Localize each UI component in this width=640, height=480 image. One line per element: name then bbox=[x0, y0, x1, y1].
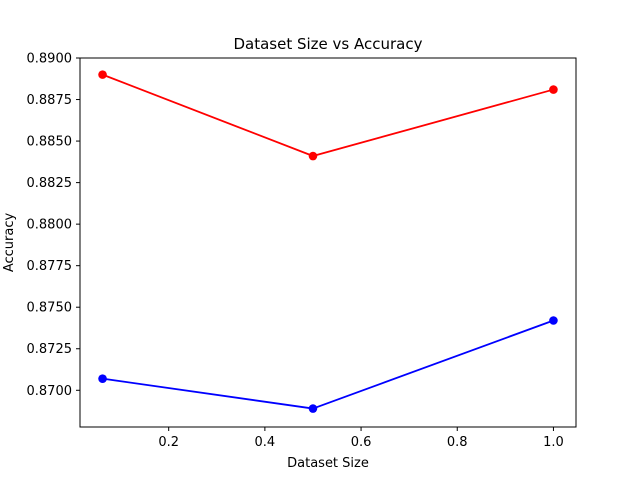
y-tick-label: 0.8900 bbox=[27, 52, 73, 67]
y-tick-label: 0.8725 bbox=[27, 342, 73, 357]
plot-frame bbox=[79, 57, 577, 428]
x-axis-label: Dataset Size bbox=[287, 456, 369, 471]
series-layer bbox=[98, 70, 558, 413]
y-tick-label: 0.8850 bbox=[27, 135, 73, 150]
y-tick-label: 0.8750 bbox=[27, 301, 73, 316]
y-axis: 0.8700 0.8725 0.8750 0.8775 0.8800 0.8825 0.88… bbox=[27, 52, 80, 399]
y-tick-label: 0.8875 bbox=[27, 93, 73, 108]
series-2-point bbox=[98, 374, 107, 383]
series-2-point bbox=[308, 404, 318, 413]
series-1-point bbox=[98, 70, 107, 79]
chart-title: Dataset Size vs Accuracy bbox=[233, 35, 422, 53]
x-tick-label: 0.4 bbox=[255, 435, 276, 450]
y-tick-label: 0.8825 bbox=[27, 176, 73, 191]
x-tick-label: 0.6 bbox=[351, 435, 372, 450]
x-tick-label: 1.0 bbox=[543, 435, 564, 450]
series-1-point bbox=[549, 85, 558, 94]
y-tick-label: 0.8775 bbox=[27, 259, 73, 274]
y-axis-label: Accuracy bbox=[2, 213, 17, 273]
series-2-point bbox=[549, 316, 558, 325]
x-tick-label: 0.8 bbox=[447, 435, 468, 450]
x-tick-label: 0.2 bbox=[158, 435, 179, 450]
series-1-point bbox=[308, 151, 318, 161]
x-axis: 0.2 0.4 0.6 0.8 1.0 bbox=[158, 427, 564, 450]
y-tick-label: 0.8800 bbox=[27, 218, 73, 233]
y-tick-label: 0.8700 bbox=[27, 384, 73, 399]
